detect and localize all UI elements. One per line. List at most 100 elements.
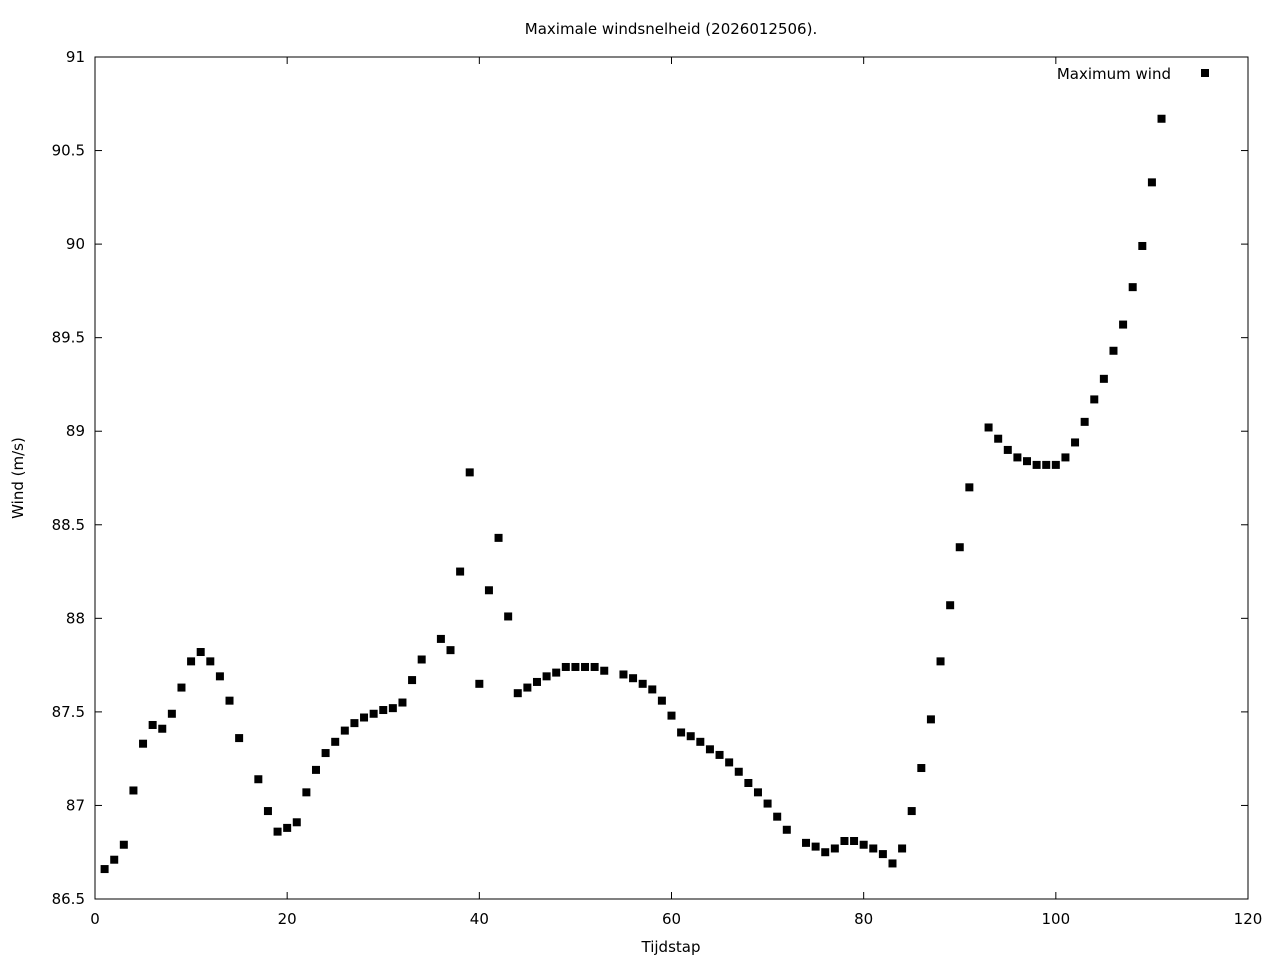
data-point	[782, 825, 791, 834]
data-point	[965, 483, 974, 492]
data-point	[187, 657, 196, 666]
data-point	[283, 823, 292, 832]
data-point	[523, 683, 532, 692]
data-point	[667, 711, 676, 720]
data-point	[878, 850, 887, 859]
data-point	[331, 737, 340, 746]
data-point	[984, 423, 993, 432]
data-point	[369, 709, 378, 718]
y-axis-label: Wind (m/s)	[9, 437, 27, 519]
data-point	[177, 683, 186, 692]
x-tick-label: 60	[662, 910, 681, 928]
data-point	[888, 859, 897, 868]
data-point	[1023, 457, 1032, 466]
data-point	[811, 842, 820, 851]
data-point	[302, 788, 311, 797]
data-point	[379, 706, 388, 715]
data-point	[446, 646, 455, 655]
legend: Maximum wind	[1057, 65, 1209, 83]
data-point	[532, 677, 541, 686]
data-point	[1042, 460, 1051, 469]
y-tick-label: 88.5	[52, 516, 85, 534]
y-tick-label: 88	[66, 609, 85, 627]
data-point	[821, 848, 830, 857]
data-point	[119, 840, 128, 849]
data-point	[657, 696, 666, 705]
data-point	[311, 765, 320, 774]
data-point	[763, 799, 772, 808]
data-point	[869, 844, 878, 853]
y-tick-label: 87	[66, 796, 85, 814]
x-tick-label: 40	[470, 910, 489, 928]
y-tick-label: 86.5	[52, 890, 85, 908]
data-point	[686, 732, 695, 741]
data-point	[936, 657, 945, 666]
data-point	[629, 674, 638, 683]
data-point	[705, 745, 714, 754]
data-point	[273, 827, 282, 836]
data-point	[206, 657, 215, 666]
data-point	[946, 601, 955, 610]
data-point	[802, 838, 811, 847]
data-point	[129, 786, 138, 795]
data-point	[158, 724, 167, 733]
data-point	[677, 728, 686, 737]
data-point	[1003, 445, 1012, 454]
data-point	[840, 836, 849, 845]
data-point	[167, 709, 176, 718]
y-tick-label: 90.5	[52, 142, 85, 160]
data-point	[1090, 395, 1099, 404]
data-point	[215, 672, 224, 681]
data-point	[571, 662, 580, 671]
data-point	[1099, 374, 1108, 383]
data-point	[1032, 460, 1041, 469]
data-point	[254, 775, 263, 784]
y-tick-label: 91	[66, 48, 85, 66]
data-point	[484, 586, 493, 595]
data-point	[494, 533, 503, 542]
data-point	[744, 778, 753, 787]
data-point	[196, 648, 205, 657]
data-point	[350, 719, 359, 728]
data-point	[830, 844, 839, 853]
data-point	[139, 739, 148, 748]
data-point	[1051, 460, 1060, 469]
data-point	[417, 655, 426, 664]
data-point	[648, 685, 657, 694]
legend-marker	[1201, 69, 1209, 77]
data-point	[715, 750, 724, 759]
x-tick-label: 120	[1234, 910, 1263, 928]
data-point	[1157, 114, 1166, 123]
data-point	[773, 812, 782, 821]
data-point	[436, 634, 445, 643]
data-point	[552, 668, 561, 677]
data-point	[619, 670, 628, 679]
data-points	[100, 114, 1166, 874]
data-point	[1147, 178, 1156, 187]
data-point	[225, 696, 234, 705]
y-tick-label: 89	[66, 422, 85, 440]
data-point	[907, 807, 916, 816]
data-point	[581, 662, 590, 671]
data-point	[1080, 417, 1089, 426]
axes: 0 20 40 60 80 100 120 86.5 87 87.5 88 88.5 89 89.5 90 9…	[52, 48, 1263, 928]
x-tick-label: 20	[278, 910, 297, 928]
data-point	[292, 818, 301, 827]
data-point	[504, 612, 513, 621]
data-point	[561, 662, 570, 671]
y-tick-label: 87.5	[52, 703, 85, 721]
data-point	[148, 720, 157, 729]
data-point	[110, 855, 119, 864]
data-point	[600, 666, 609, 675]
data-point	[360, 713, 369, 722]
x-tick-label: 100	[1042, 910, 1071, 928]
data-point	[696, 737, 705, 746]
data-point	[590, 662, 599, 671]
x-tick-label: 80	[854, 910, 873, 928]
data-point	[235, 734, 244, 743]
data-point	[1109, 346, 1118, 355]
data-point	[542, 672, 551, 681]
x-axis-label: Tijdstap	[641, 938, 701, 956]
